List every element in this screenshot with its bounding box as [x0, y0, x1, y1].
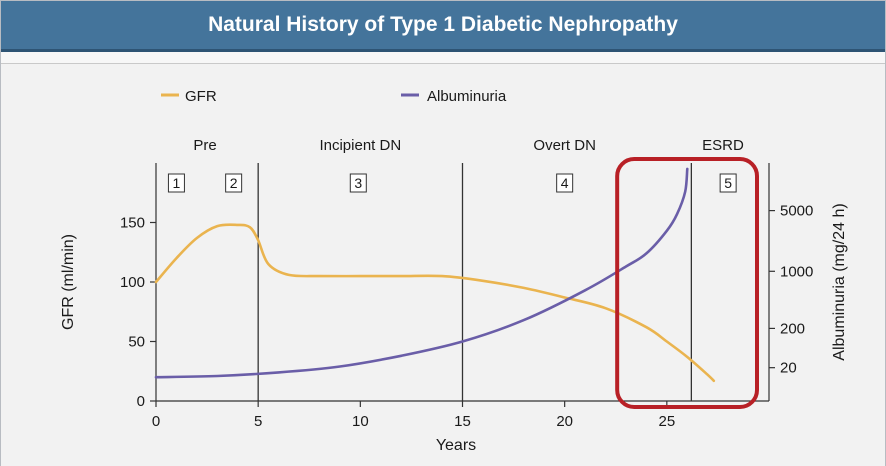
- phase-box-label-1: 1: [173, 175, 181, 191]
- esrd-highlight-box: [615, 157, 760, 409]
- x-tick-label-0: 0: [152, 413, 160, 430]
- y-tick-label-150: 150: [120, 215, 145, 232]
- stage-label-overt-dn: Overt DN: [533, 137, 596, 154]
- x-tick-label-15: 15: [454, 413, 471, 430]
- phase-box-label-4: 4: [561, 175, 569, 191]
- stage-labels: Pre Incipient DN Overt DN ESRD: [193, 137, 744, 154]
- gfr-series-line: [154, 223, 716, 383]
- y2-axis-label: Albuminuria (mg/24 h): [831, 203, 848, 360]
- stage-label-incipient-dn: Incipient DN: [319, 137, 401, 154]
- phase-box-label-5: 5: [724, 175, 732, 191]
- legend-gfr-label: GFR: [185, 88, 217, 105]
- y2-tick-label-200: 200: [780, 320, 805, 337]
- y-ticks: 0 50 100 150: [120, 215, 156, 410]
- phase-box-5: [719, 173, 737, 193]
- y2-tick-label-1000: 1000: [780, 263, 813, 280]
- x-axis-label: Years: [436, 437, 476, 454]
- phase-box-label-3: 3: [354, 175, 362, 191]
- phase-box-label-2: 2: [230, 175, 238, 191]
- y-tick-label-0: 0: [137, 393, 145, 410]
- chart-panel: [1, 63, 885, 466]
- stage-label-pre: Pre: [193, 137, 216, 154]
- x-tick-label-5: 5: [254, 413, 262, 430]
- y2-ticks: 5000 1000 200 20: [769, 203, 813, 377]
- y-tick-label-50: 50: [128, 334, 145, 351]
- phase-box-2: [225, 173, 243, 193]
- y2-tick-label-20: 20: [780, 360, 797, 377]
- x-tick-label-10: 10: [352, 413, 369, 430]
- stage-label-esrd: ESRD: [702, 137, 744, 154]
- title-bar: Natural History of Type 1 Diabetic Nephr…: [1, 1, 885, 52]
- phase-box-3: [349, 173, 367, 193]
- x-ticks: 0 5 10 15 20 25: [152, 401, 675, 430]
- x-tick-label-20: 20: [556, 413, 573, 430]
- y-tick-label-100: 100: [120, 274, 145, 291]
- x-tick-label-25: 25: [658, 413, 675, 430]
- albuminuria-series-line: [154, 167, 689, 379]
- phase-box-1: [167, 173, 185, 193]
- phase-boxes: 1 2 3 4 5: [167, 173, 737, 193]
- legend: GFR Albuminuria: [161, 88, 507, 105]
- legend-albuminuria-label: Albuminuria: [427, 88, 507, 105]
- phase-box-4: [556, 173, 574, 193]
- stage-boundaries: [257, 163, 693, 401]
- figure-title: Natural History of Type 1 Diabetic Nephr…: [208, 13, 678, 36]
- y-axis-label: GFR (ml/min): [60, 234, 77, 330]
- y2-tick-label-5000: 5000: [780, 203, 813, 220]
